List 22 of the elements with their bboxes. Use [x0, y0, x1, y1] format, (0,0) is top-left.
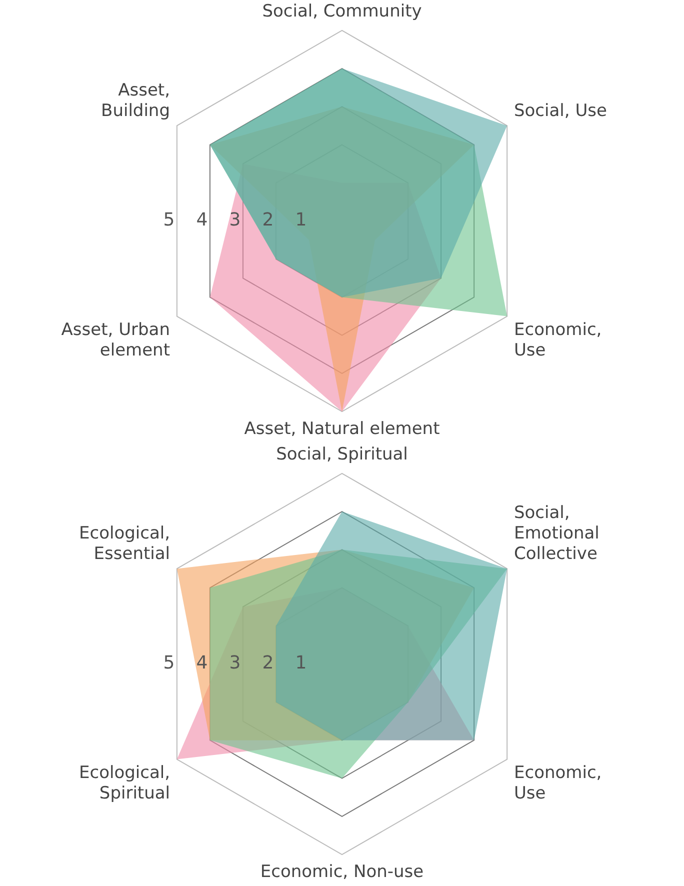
spoke-label: Asset, Natural element	[244, 419, 440, 440]
y-tick-label: 4	[196, 210, 208, 231]
spoke-label: Social, Emotional Collective	[514, 503, 600, 564]
spoke-label: Social, Community	[262, 2, 422, 22]
y-tick-label: 5	[163, 210, 175, 231]
y-tick-label: 2	[262, 210, 274, 231]
y-tick-label: 1	[295, 210, 307, 231]
y-tick-label: 3	[229, 652, 241, 674]
spoke-label: Asset, Urban element	[61, 320, 170, 360]
y-tick-label: 1	[295, 652, 307, 674]
spoke-label: Social, Use	[514, 100, 607, 121]
spoke-label: Social, Spiritual	[276, 444, 408, 465]
spoke-label: Ecological, Essential	[78, 524, 170, 564]
y-tick-label: 5	[163, 652, 175, 674]
spoke-label: Economic, Non-use	[260, 862, 424, 882]
spoke-label: Asset, Building	[101, 80, 170, 121]
y-tick-label: 4	[196, 652, 208, 674]
spoke-label: Ecological, Spiritual	[78, 762, 170, 804]
y-tick-label: 2	[262, 652, 274, 674]
y-tick-label: 3	[229, 210, 241, 231]
spoke-label: Economic, Use	[514, 320, 602, 360]
spoke-label: Economic, Use	[514, 762, 602, 804]
